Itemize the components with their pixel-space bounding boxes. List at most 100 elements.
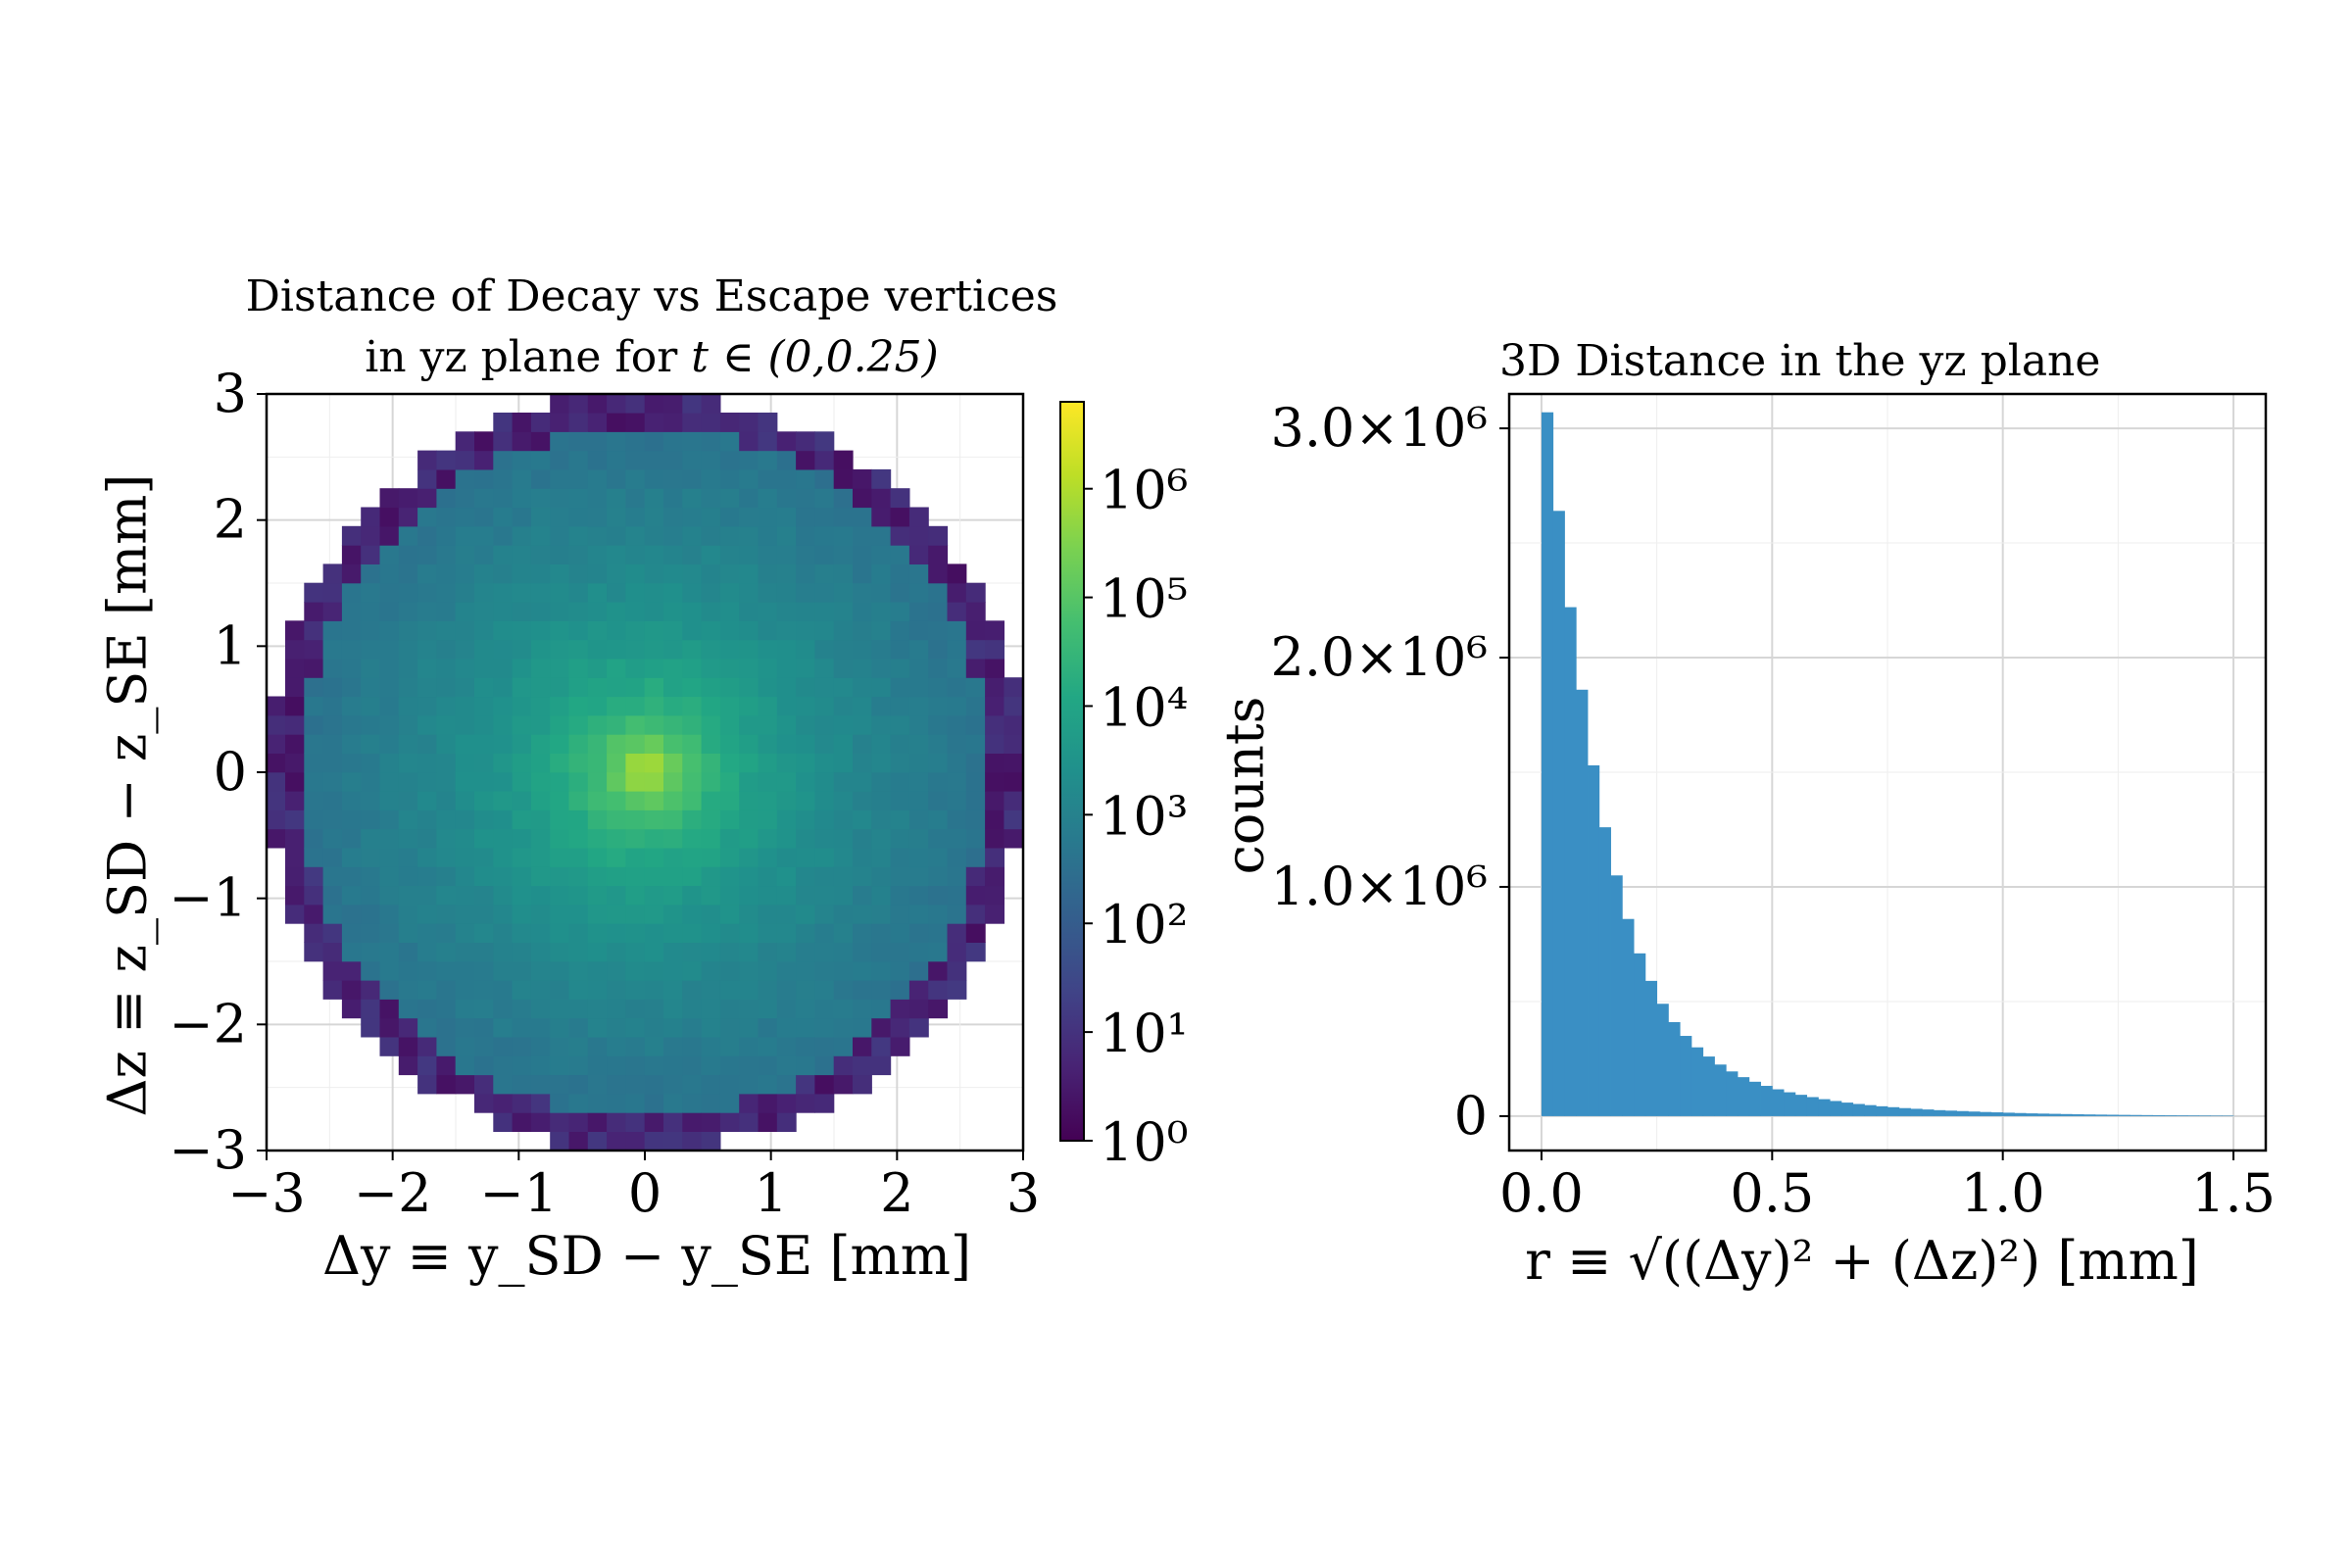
heatmap-cell bbox=[530, 620, 551, 641]
heatmap-cell bbox=[417, 714, 437, 735]
heatmap-cell bbox=[607, 525, 626, 546]
histogram-bar bbox=[1690, 1047, 1704, 1116]
heatmap-cell bbox=[814, 734, 835, 754]
heatmap-cell bbox=[758, 1055, 778, 1076]
heatmap-cell bbox=[322, 885, 343, 906]
heatmap-cell bbox=[304, 734, 324, 754]
heatmap-cell bbox=[776, 714, 797, 735]
heatmap-cell bbox=[322, 677, 343, 698]
heatmap-cell bbox=[625, 545, 646, 564]
heatmap-cell bbox=[965, 677, 986, 698]
heatmap-cell bbox=[814, 658, 835, 678]
heatmap-cell bbox=[947, 885, 967, 906]
heatmap-cell bbox=[493, 1017, 514, 1038]
heatmap-cell bbox=[474, 507, 494, 527]
heatmap-cell bbox=[436, 1017, 457, 1038]
heatmap-cell bbox=[682, 980, 703, 1000]
heatmap-cell bbox=[758, 771, 778, 792]
heatmap-cell bbox=[719, 923, 740, 943]
heatmap-cell bbox=[682, 525, 703, 546]
heatmap-cell bbox=[512, 771, 532, 792]
heatmap-cell bbox=[758, 658, 778, 678]
heatmap-cell bbox=[607, 545, 626, 564]
heatmap-cell bbox=[379, 658, 400, 678]
heatmap-cell bbox=[814, 1093, 835, 1113]
heatmap-x-tick-label: −3 bbox=[227, 1162, 306, 1224]
heatmap-cell bbox=[587, 771, 608, 792]
heatmap-x-tick-label: 2 bbox=[880, 1162, 913, 1224]
histogram-bar bbox=[1541, 412, 1554, 1116]
heatmap-cell bbox=[625, 431, 646, 452]
heatmap-cell bbox=[908, 714, 929, 735]
heatmap-cell bbox=[607, 904, 626, 924]
colorbar-tick-label: 10² bbox=[1100, 894, 1188, 956]
colorbar-tick-label: 10⁰ bbox=[1100, 1111, 1188, 1173]
heatmap-cell bbox=[398, 734, 418, 754]
heatmap-cell bbox=[455, 525, 475, 546]
heatmap-cell bbox=[796, 734, 815, 754]
heatmap-cell bbox=[455, 753, 475, 773]
heatmap-title: Distance of Decay vs Escape vertices in … bbox=[225, 267, 1078, 388]
heatmap-cell bbox=[663, 828, 683, 849]
heatmap-cell bbox=[285, 753, 305, 773]
heatmap-cell bbox=[796, 677, 815, 698]
heatmap-cell bbox=[947, 696, 967, 716]
heatmap-cell bbox=[682, 1017, 703, 1038]
histogram-y-tick-label: 2.0×10⁶ bbox=[1271, 626, 1488, 688]
heatmap-cell bbox=[776, 696, 797, 716]
heatmap-cell bbox=[304, 771, 324, 792]
heatmap-cell bbox=[853, 677, 872, 698]
heatmap-cell bbox=[739, 923, 760, 943]
heatmap-cell bbox=[361, 525, 381, 546]
heatmap-cell bbox=[550, 714, 570, 735]
heatmap-cell bbox=[682, 1074, 703, 1095]
histogram-bar bbox=[2048, 1113, 2061, 1116]
heatmap-cell bbox=[985, 771, 1004, 792]
heatmap-cell bbox=[776, 1036, 797, 1056]
heatmap-cell bbox=[796, 923, 815, 943]
heatmap-y-tick-label: −2 bbox=[169, 993, 247, 1054]
heatmap-cell bbox=[436, 1074, 457, 1095]
heatmap-cell bbox=[587, 753, 608, 773]
heatmap-cell bbox=[890, 620, 910, 641]
heatmap-cell bbox=[682, 620, 703, 641]
heatmap-cell bbox=[398, 885, 418, 906]
histogram-bar bbox=[2198, 1115, 2211, 1116]
heatmap-cell bbox=[607, 771, 626, 792]
heatmap-cell bbox=[701, 545, 721, 564]
heatmap-cell bbox=[568, 1112, 589, 1132]
heatmap-cells bbox=[266, 393, 1024, 1152]
heatmap-cell bbox=[568, 658, 589, 678]
heatmap-cell bbox=[814, 866, 835, 887]
heatmap-cell bbox=[530, 885, 551, 906]
heatmap-cell bbox=[928, 734, 949, 754]
heatmap-cell bbox=[947, 980, 967, 1000]
heatmap-cell bbox=[776, 942, 797, 962]
heatmap-cell bbox=[871, 507, 892, 527]
heatmap-cell bbox=[890, 923, 910, 943]
heatmap-cell bbox=[965, 582, 986, 603]
heatmap-cell bbox=[474, 904, 494, 924]
heatmap-x-ticks: −3 −2 −1 0 1 2 3 bbox=[227, 1151, 1040, 1224]
heatmap-cell bbox=[928, 620, 949, 641]
heatmap-cell bbox=[776, 1093, 797, 1113]
heatmap-cell bbox=[814, 639, 835, 660]
heatmap-cell bbox=[853, 791, 872, 810]
heatmap-cell bbox=[663, 866, 683, 887]
heatmap-cell bbox=[928, 809, 949, 830]
heatmap-cell bbox=[512, 1017, 532, 1038]
heatmap-cell bbox=[379, 980, 400, 1000]
heatmap-cell bbox=[625, 942, 646, 962]
histogram-bar bbox=[1598, 827, 1611, 1116]
heatmap-cell bbox=[493, 1093, 514, 1113]
heatmap-cell bbox=[474, 658, 494, 678]
heatmap-cell bbox=[512, 658, 532, 678]
heatmap-cell bbox=[796, 620, 815, 641]
heatmap-cell bbox=[550, 620, 570, 641]
heatmap-cell bbox=[985, 847, 1004, 867]
heatmap-cell bbox=[455, 960, 475, 981]
heatmap-cell bbox=[701, 1131, 721, 1152]
heatmap-cell bbox=[379, 714, 400, 735]
heatmap-cell bbox=[398, 639, 418, 660]
heatmap-cell bbox=[853, 809, 872, 830]
